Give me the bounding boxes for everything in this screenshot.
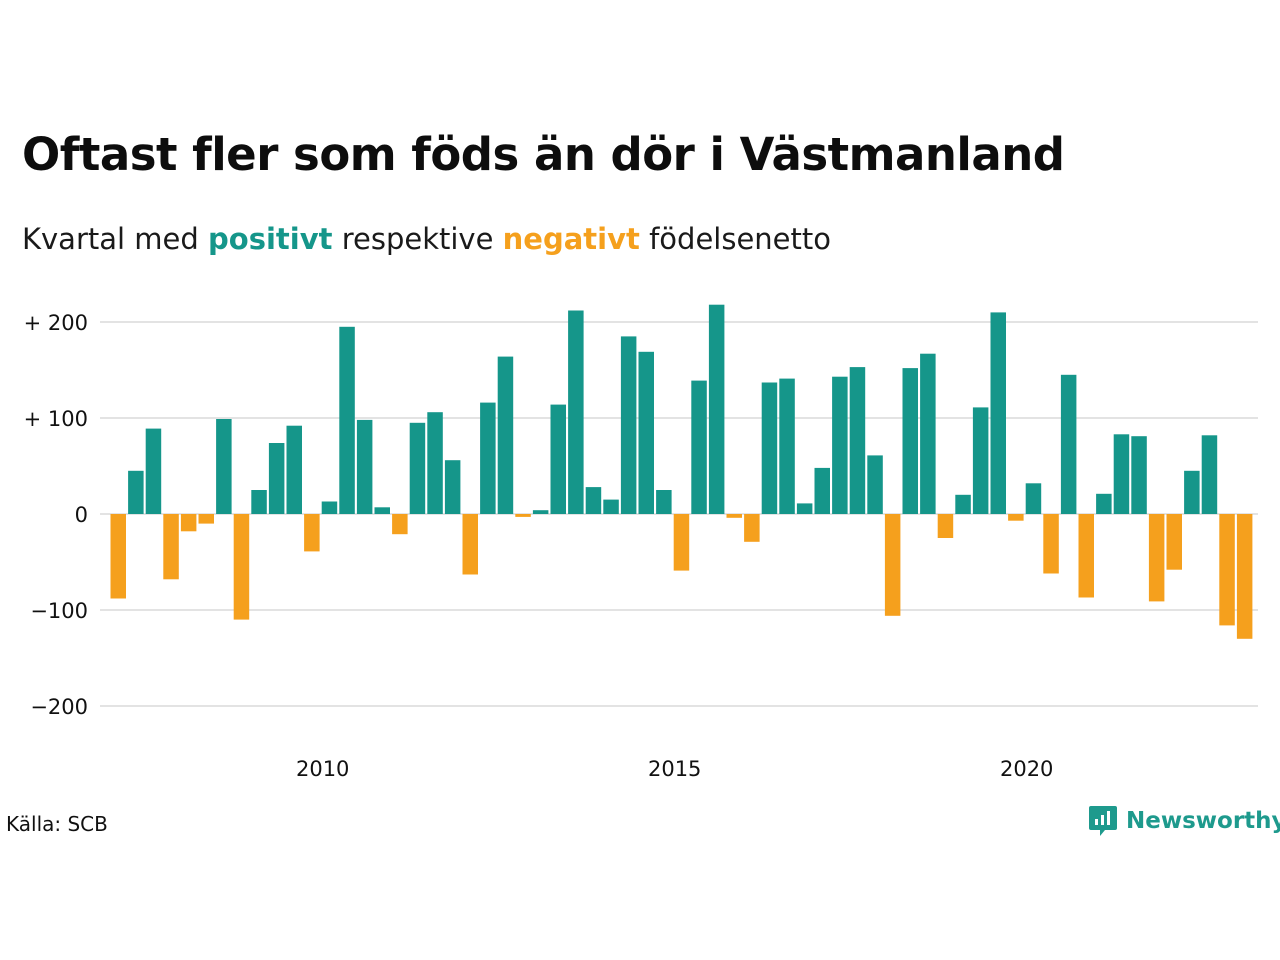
subtitle-suffix: födelsenetto [639, 222, 831, 256]
y-tick-label: + 200 [24, 311, 88, 335]
bar-positive [955, 494, 971, 514]
chart-subtitle: Kvartal med positivt respektive negativt… [22, 222, 831, 256]
bar-positive [444, 460, 461, 514]
bar-negative [744, 514, 760, 542]
bar-positive [1113, 434, 1130, 514]
chart-title: Oftast fler som föds än dör i Västmanlan… [22, 128, 1065, 181]
bar-negative [673, 514, 690, 571]
bar-negative [462, 514, 478, 575]
bar-positive [1184, 470, 1200, 514]
bar-negative [198, 514, 214, 524]
x-axis-tick-labels: 2010 2015 2020 [296, 757, 1053, 781]
bar-positive [550, 404, 566, 514]
bar-positive [374, 507, 390, 514]
bar-negative [726, 514, 742, 518]
newsworthy-logo-icon [1089, 806, 1117, 836]
bar-negative [1078, 514, 1094, 598]
bar-positive [867, 455, 883, 514]
bar-positive [532, 510, 549, 514]
bar-positive [708, 304, 725, 514]
x-tick-label: 2020 [1000, 757, 1053, 781]
bar-negative [233, 514, 250, 620]
bar-positive [409, 422, 426, 514]
bar-positive [339, 326, 355, 514]
subtitle-prefix: Kvartal med [22, 222, 209, 256]
bar-negative [884, 514, 901, 616]
bar-positive [480, 402, 496, 514]
bar-positive [902, 368, 918, 514]
bar-negative [304, 514, 320, 552]
y-tick-label: + 100 [24, 407, 88, 431]
source-note: Källa: SCB [6, 812, 108, 836]
bar-positive [128, 470, 144, 514]
y-tick-label: −100 [30, 599, 88, 623]
bar-positive [1131, 436, 1147, 514]
bar-negative [110, 514, 126, 599]
bar-negative [515, 514, 531, 517]
bar-negative [180, 514, 197, 532]
bar-negative [1236, 514, 1253, 639]
y-tick-label: 0 [75, 503, 88, 527]
brand-logo: Newsworthy [1088, 804, 1280, 838]
bar-positive [145, 428, 162, 514]
bar-positive [286, 425, 302, 514]
bar-positive [356, 419, 373, 514]
y-tick-label: −200 [30, 695, 88, 719]
subtitle-negative-word: negativt [502, 222, 640, 256]
bar-positive [620, 336, 637, 514]
bar-positive [603, 499, 619, 514]
subtitle-positive-word: positivt [208, 222, 333, 256]
bar-negative [392, 514, 408, 535]
bar-positive [638, 351, 654, 514]
x-tick-label: 2015 [648, 757, 701, 781]
bar-positive [920, 353, 936, 514]
bar-positive [990, 312, 1006, 514]
bar-positive [585, 487, 602, 514]
bar-positive [1201, 435, 1218, 514]
bar-positive [832, 376, 848, 514]
bar-positive [321, 501, 338, 514]
bar-positive [427, 412, 443, 514]
bar-positive [568, 310, 584, 514]
bar-positive [796, 503, 813, 514]
bar-positive [814, 467, 830, 514]
bar-negative [1166, 514, 1182, 570]
bar-positive [1025, 483, 1042, 514]
bar-positive [216, 419, 232, 514]
bar-negative [1219, 514, 1235, 626]
bar-positive [761, 382, 778, 514]
brand-name: Newsworthy [1126, 808, 1280, 834]
bar-positive [656, 490, 672, 514]
bar-negative [937, 514, 954, 538]
subtitle-middle: respektive [332, 222, 503, 256]
bar-positive [268, 443, 285, 514]
bar-positive [1096, 493, 1112, 514]
bar-negative [163, 514, 179, 580]
bar-positive [251, 490, 267, 514]
bar-positive [972, 407, 989, 514]
bar-positive [779, 378, 795, 514]
bar-negative [1008, 514, 1024, 521]
bar-chart: + 200 + 100 0 −100 −200 2010 2015 2020 [24, 304, 1258, 781]
y-axis-tick-labels: + 200 + 100 0 −100 −200 [24, 311, 88, 719]
bar-positive [497, 356, 514, 514]
x-tick-label: 2010 [296, 757, 349, 781]
bar-negative [1043, 514, 1059, 574]
bar-positive [691, 380, 707, 514]
bars [110, 304, 1253, 639]
bar-positive [1060, 374, 1077, 514]
bar-negative [1148, 514, 1165, 602]
bar-positive [849, 367, 866, 514]
